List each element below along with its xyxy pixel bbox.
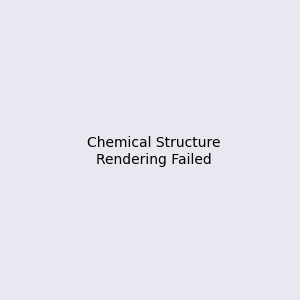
Text: Chemical Structure
Rendering Failed: Chemical Structure Rendering Failed (87, 136, 220, 166)
